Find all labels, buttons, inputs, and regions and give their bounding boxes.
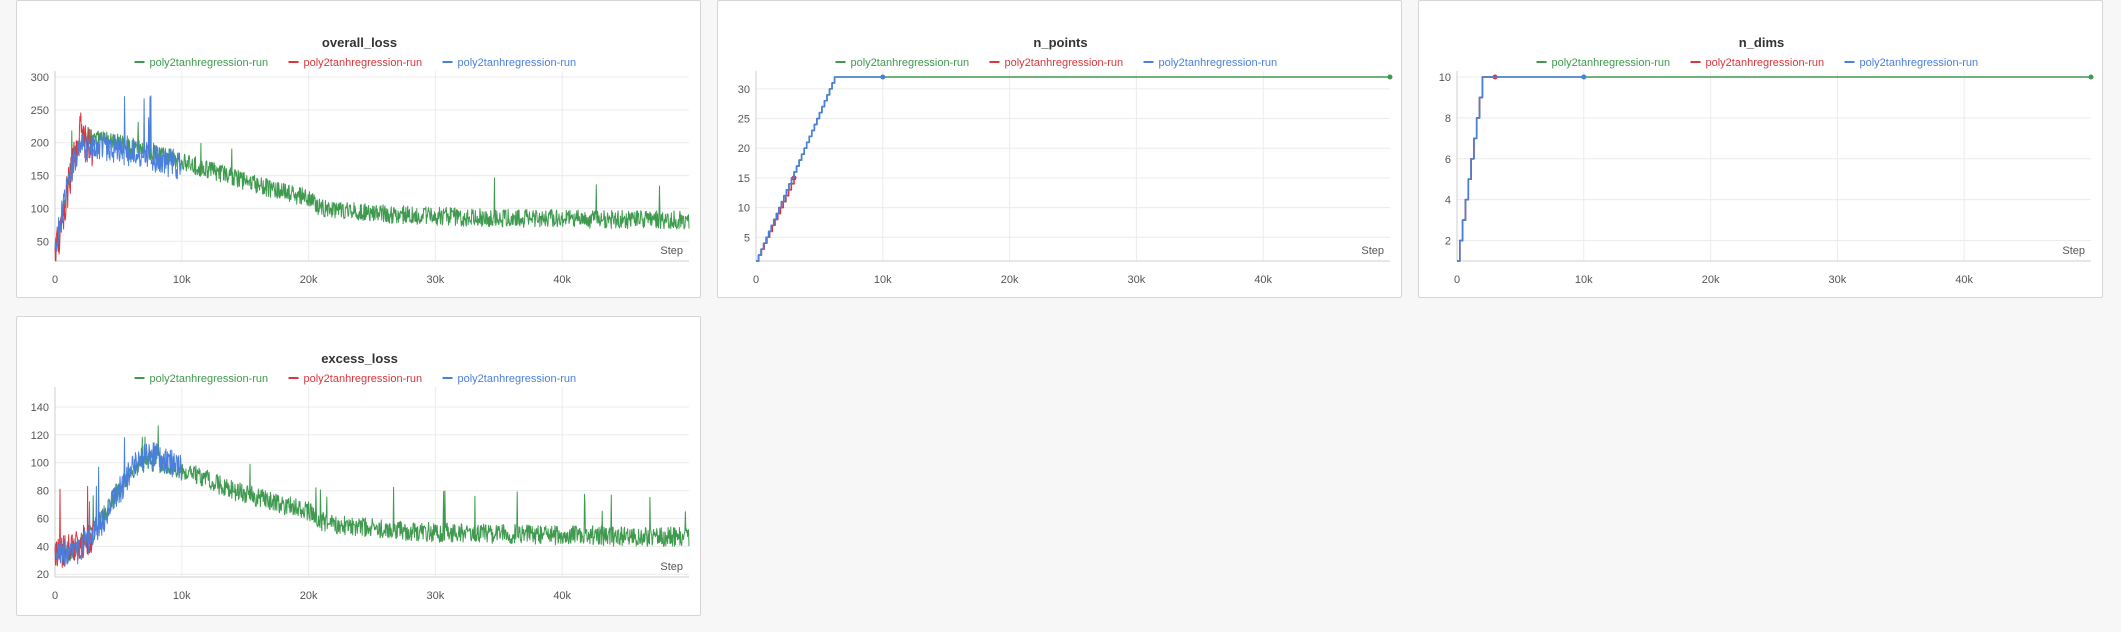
- x-tick-label: 30k: [427, 274, 445, 286]
- y-tick-label: 2: [1445, 236, 1451, 248]
- y-tick-label: 120: [31, 430, 49, 442]
- y-tick-label: 200: [31, 138, 49, 150]
- x-tick-label: 10k: [173, 590, 191, 602]
- y-tick-label: 20: [738, 143, 750, 155]
- series-end-point-green[interactable]: [1387, 74, 1393, 80]
- legend: poly2tanhregression-run poly2tanhregressi…: [1536, 57, 1979, 69]
- y-tick-label: 30: [738, 84, 750, 96]
- chart-panel-overall-loss[interactable]: overall_loss poly2tanhregression-run poly2…: [16, 0, 701, 298]
- y-tick-label: 5: [744, 232, 750, 244]
- x-tick-label: 40k: [1254, 274, 1272, 286]
- legend: poly2tanhregression-run poly2tanhregressi…: [134, 373, 577, 385]
- x-tick-label: 20k: [300, 274, 318, 286]
- y-tick-label: 8: [1445, 113, 1451, 125]
- legend-label-red[interactable]: poly2tanhregression-run: [1706, 57, 1825, 69]
- series-line-blue[interactable]: [1457, 76, 1584, 262]
- x-axis-label: Step: [2062, 245, 2085, 257]
- y-tick-label: 40: [37, 541, 49, 553]
- y-tick-label: 15: [738, 173, 750, 185]
- x-tick-label: 20k: [300, 590, 318, 602]
- legend-label-green[interactable]: poly2tanhregression-run: [851, 57, 970, 69]
- series-line-red[interactable]: [54, 112, 94, 262]
- y-tick-label: 100: [31, 458, 49, 470]
- x-tick-label: 30k: [427, 590, 445, 602]
- x-tick-label: 0: [52, 274, 58, 286]
- y-tick-label: 250: [31, 105, 49, 117]
- chart-title: n_dims: [1739, 35, 1785, 50]
- legend-label-blue[interactable]: poly2tanhregression-run: [458, 373, 577, 385]
- y-tick-label: 300: [31, 72, 49, 84]
- y-tick-label: 100: [31, 203, 49, 215]
- series-line-blue[interactable]: [54, 95, 183, 252]
- chart-panel-excess-loss[interactable]: excess_loss poly2tanhregression-run poly2t…: [16, 316, 701, 616]
- legend-label-green[interactable]: poly2tanhregression-run: [150, 57, 269, 69]
- legend-label-blue[interactable]: poly2tanhregression-run: [1860, 57, 1979, 69]
- chart-title: n_points: [1033, 35, 1087, 50]
- x-tick-label: 0: [52, 590, 58, 602]
- x-tick-label: 40k: [553, 590, 571, 602]
- legend-label-blue[interactable]: poly2tanhregression-run: [1159, 57, 1278, 69]
- y-tick-label: 4: [1445, 195, 1451, 207]
- x-tick-label: 20k: [1001, 274, 1019, 286]
- y-tick-label: 20: [37, 569, 49, 581]
- series-end-point-green[interactable]: [2088, 74, 2094, 80]
- x-tick-label: 0: [753, 274, 759, 286]
- x-tick-label: 10k: [173, 274, 191, 286]
- x-tick-label: 0: [1454, 274, 1460, 286]
- chart-panel-n-dims[interactable]: n_dims poly2tanhregression-run poly2tanhre…: [1418, 0, 2103, 298]
- series-line-green[interactable]: [1457, 76, 2091, 262]
- x-tick-label: 40k: [1955, 274, 1973, 286]
- y-tick-label: 140: [31, 402, 49, 414]
- series-line-green[interactable]: [54, 425, 690, 562]
- x-axis-label: Step: [660, 561, 683, 573]
- legend-label-red[interactable]: poly2tanhregression-run: [304, 373, 423, 385]
- y-tick-label: 25: [738, 114, 750, 126]
- legend-label-green[interactable]: poly2tanhregression-run: [1552, 57, 1671, 69]
- y-tick-label: 10: [1439, 72, 1451, 84]
- legend: poly2tanhregression-run poly2tanhregressi…: [835, 57, 1278, 69]
- legend-label-green[interactable]: poly2tanhregression-run: [150, 373, 269, 385]
- series-end-point-blue[interactable]: [1581, 74, 1587, 80]
- y-tick-label: 6: [1445, 154, 1451, 166]
- x-tick-label: 40k: [553, 274, 571, 286]
- series-line-green[interactable]: [756, 76, 1390, 262]
- legend: poly2tanhregression-run poly2tanhregressi…: [134, 57, 577, 69]
- x-axis-label: Step: [1361, 245, 1384, 257]
- series-line-blue[interactable]: [756, 76, 883, 262]
- y-tick-label: 50: [37, 236, 49, 248]
- legend-label-blue[interactable]: poly2tanhregression-run: [458, 57, 577, 69]
- x-tick-label: 10k: [874, 274, 892, 286]
- y-tick-label: 10: [738, 203, 750, 215]
- x-tick-label: 30k: [1128, 274, 1146, 286]
- y-tick-label: 60: [37, 513, 49, 525]
- legend-label-red[interactable]: poly2tanhregression-run: [1005, 57, 1124, 69]
- chart-title: overall_loss: [322, 35, 397, 50]
- x-axis-label: Step: [660, 245, 683, 257]
- chart-title: excess_loss: [321, 351, 398, 366]
- series-line-blue[interactable]: [54, 437, 183, 567]
- x-tick-label: 30k: [1829, 274, 1847, 286]
- y-tick-label: 150: [31, 171, 49, 183]
- y-tick-label: 80: [37, 486, 49, 498]
- series-end-point-blue[interactable]: [880, 74, 886, 80]
- chart-panel-n-points[interactable]: n_points poly2tanhregression-run poly2tanh…: [717, 0, 1402, 298]
- x-tick-label: 10k: [1575, 274, 1593, 286]
- x-tick-label: 20k: [1702, 274, 1720, 286]
- legend-label-red[interactable]: poly2tanhregression-run: [304, 57, 423, 69]
